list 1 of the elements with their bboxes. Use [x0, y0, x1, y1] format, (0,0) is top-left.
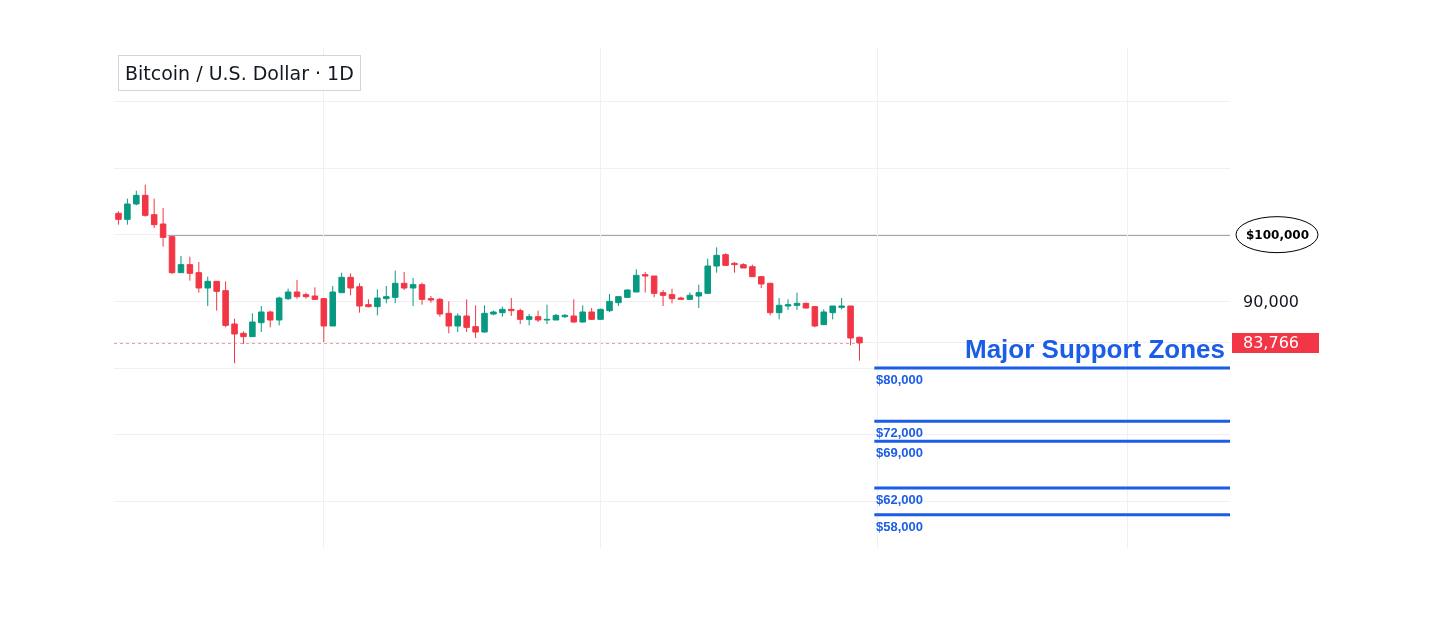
candlestick: [115, 210, 122, 226]
